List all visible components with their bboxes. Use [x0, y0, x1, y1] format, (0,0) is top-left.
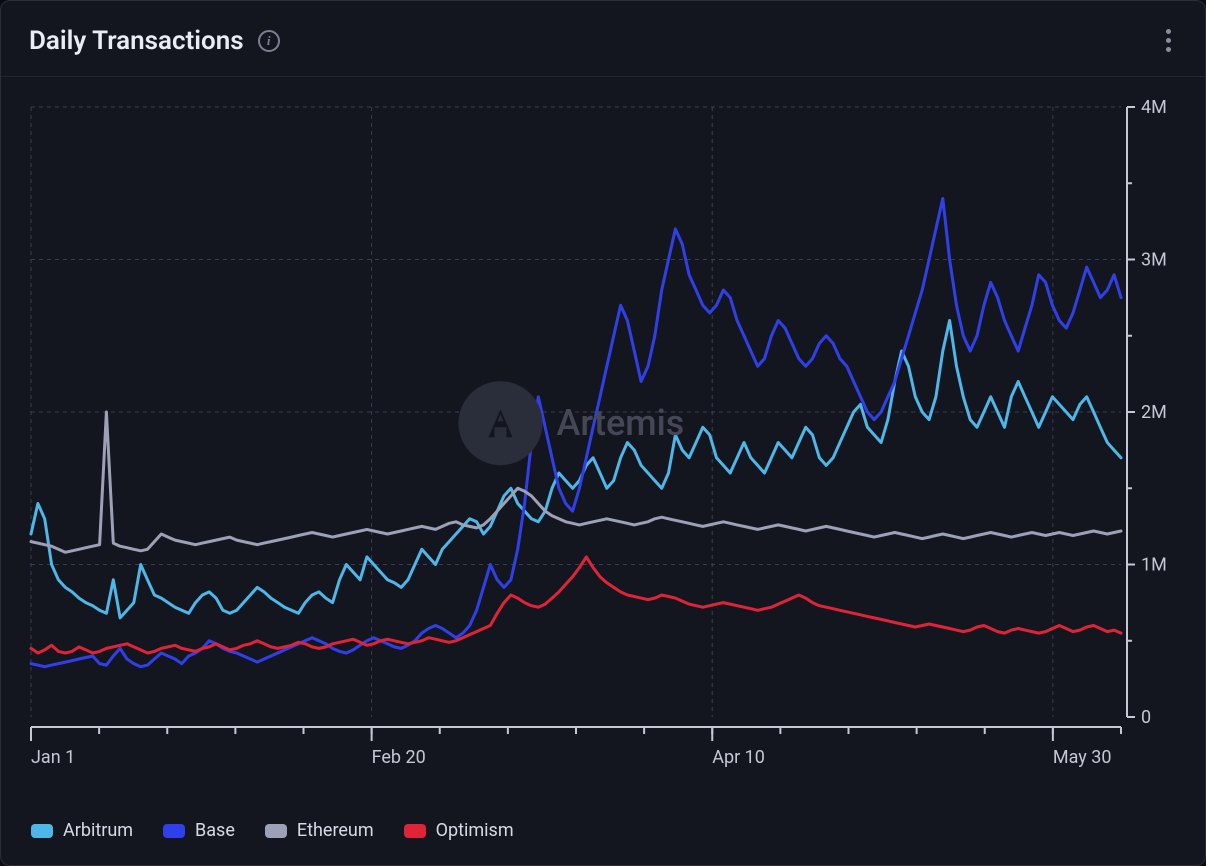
legend-item-base[interactable]: Base — [163, 820, 235, 841]
legend: Arbitrum Base Ethereum Optimism — [1, 802, 1205, 865]
legend-item-ethereum[interactable]: Ethereum — [265, 820, 374, 841]
svg-text:1M: 1M — [1141, 555, 1167, 576]
legend-swatch — [163, 824, 185, 838]
svg-text:May 30: May 30 — [1053, 747, 1112, 768]
legend-item-optimism[interactable]: Optimism — [404, 820, 514, 841]
legend-label: Ethereum — [297, 820, 374, 841]
svg-text:0: 0 — [1141, 707, 1151, 728]
series-base[interactable] — [31, 199, 1121, 667]
legend-swatch — [31, 824, 53, 838]
chart-card: Daily Transactions i Artemis Jan 1Feb 20… — [0, 0, 1206, 866]
legend-label: Arbitrum — [63, 820, 133, 841]
chart-area: Artemis Jan 1Feb 20Apr 10May 3001M2M3M4M — [1, 77, 1205, 802]
svg-text:Feb 20: Feb 20 — [372, 747, 426, 768]
svg-text:3M: 3M — [1141, 250, 1167, 271]
legend-item-arbitrum[interactable]: Arbitrum — [31, 820, 133, 841]
svg-text:4M: 4M — [1141, 97, 1167, 118]
series-ethereum[interactable] — [31, 412, 1121, 552]
info-icon[interactable]: i — [258, 30, 280, 52]
title-wrap: Daily Transactions i — [29, 26, 280, 56]
card-header: Daily Transactions i — [1, 1, 1205, 77]
legend-swatch — [404, 824, 426, 838]
legend-label: Optimism — [436, 820, 514, 841]
svg-text:Jan 1: Jan 1 — [31, 747, 75, 768]
legend-label: Base — [195, 820, 235, 841]
kebab-menu-icon[interactable] — [1160, 23, 1177, 58]
card-title: Daily Transactions — [29, 26, 244, 56]
legend-swatch — [265, 824, 287, 838]
svg-text:2M: 2M — [1141, 402, 1167, 423]
svg-text:Apr 10: Apr 10 — [712, 747, 765, 768]
line-chart[interactable]: Jan 1 Feb 20 Apr 10 May 30 0 1M 2M 3M 4M — [21, 93, 1191, 773]
